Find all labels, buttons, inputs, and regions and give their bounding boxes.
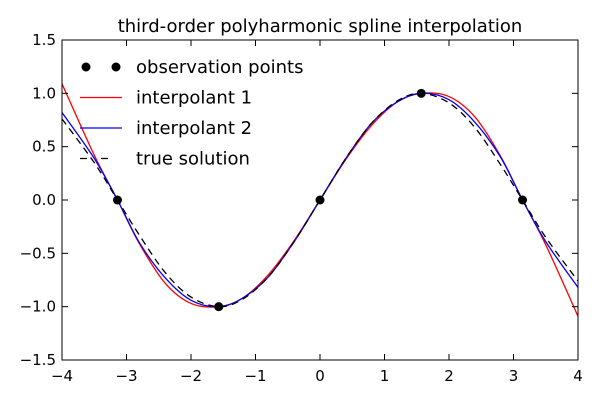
legend-item: interpolant 2	[80, 118, 252, 139]
observation-point	[518, 195, 528, 205]
x-tick-label: −2	[180, 367, 202, 385]
x-tick-label: 2	[444, 367, 454, 385]
observation-point	[112, 195, 122, 205]
legend-item: observation points	[81, 57, 303, 78]
chart-title: third-order polyharmonic spline interpol…	[118, 16, 523, 37]
series-layer	[62, 83, 578, 317]
x-tick-label: −4	[51, 367, 73, 385]
legend-marker	[81, 62, 91, 72]
y-tick-label: 1.5	[32, 31, 56, 49]
legend-item: true solution	[80, 149, 250, 170]
x-tick-label: 1	[380, 367, 390, 385]
legend-label: interpolant 2	[136, 118, 252, 139]
x-tick-label: −3	[115, 367, 137, 385]
y-tick-label: 1.0	[32, 84, 56, 102]
x-tick-label: 4	[573, 367, 583, 385]
legend: observation points interpolant 1 interpola…	[80, 57, 303, 170]
y-tick-label: −0.5	[20, 244, 56, 262]
axis-ticks: −4 −3 −2 −1 0 1 2 3 4 1.5 1.0 0.5 0.0 −0.5 −1.0 −1.5	[20, 31, 583, 385]
x-tick-label: 3	[509, 367, 519, 385]
legend-item: interpolant 1	[80, 88, 252, 109]
observation-point	[214, 302, 224, 312]
legend-marker	[111, 62, 121, 72]
y-tick-label: 0.0	[32, 191, 56, 209]
legend-label: observation points	[136, 57, 303, 78]
x-tick-label: −1	[244, 367, 266, 385]
y-tick-label: −1.0	[20, 298, 56, 316]
legend-label: true solution	[136, 149, 250, 170]
x-tick-label: 0	[315, 367, 325, 385]
legend-label: interpolant 1	[136, 88, 252, 109]
observation-point	[416, 88, 426, 98]
y-tick-label: −1.5	[20, 351, 56, 369]
y-tick-label: 0.5	[32, 138, 56, 156]
observation-point	[315, 195, 325, 205]
